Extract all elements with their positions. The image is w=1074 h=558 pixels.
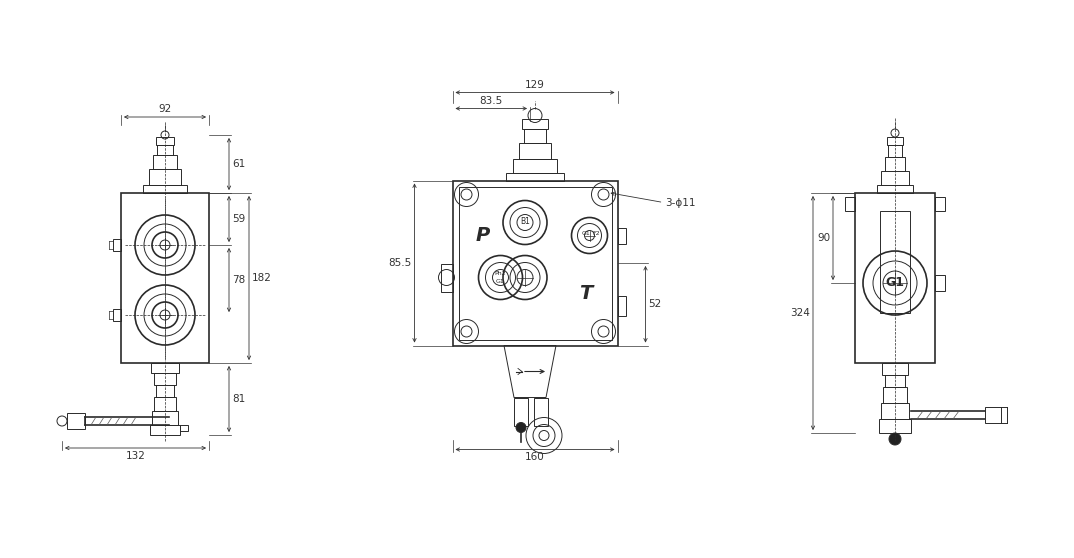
Text: G1: G1 bbox=[885, 277, 904, 290]
Text: F2: F2 bbox=[593, 231, 600, 236]
Text: 85.5: 85.5 bbox=[388, 258, 411, 268]
Text: T: T bbox=[579, 284, 592, 303]
Circle shape bbox=[889, 433, 901, 445]
Text: 78: 78 bbox=[232, 275, 245, 285]
Text: 61: 61 bbox=[232, 159, 245, 169]
Text: 90: 90 bbox=[817, 233, 830, 243]
Text: 59: 59 bbox=[232, 214, 245, 224]
Text: 92: 92 bbox=[158, 104, 172, 114]
Text: G1: G1 bbox=[496, 279, 505, 284]
Text: 83.5: 83.5 bbox=[480, 95, 503, 105]
Text: P: P bbox=[476, 226, 490, 245]
Text: 324: 324 bbox=[790, 308, 810, 318]
Text: 160: 160 bbox=[525, 453, 545, 463]
Text: 52: 52 bbox=[649, 299, 662, 309]
Text: G1: G1 bbox=[581, 231, 590, 236]
Text: 132: 132 bbox=[126, 451, 145, 461]
Text: 129: 129 bbox=[525, 79, 545, 89]
Text: 3-ϕ11: 3-ϕ11 bbox=[666, 198, 696, 208]
Text: B1: B1 bbox=[520, 217, 529, 226]
Circle shape bbox=[516, 422, 526, 432]
Text: Ph2: Ph2 bbox=[495, 271, 506, 276]
Text: 81: 81 bbox=[232, 394, 245, 404]
Text: 182: 182 bbox=[252, 273, 272, 283]
